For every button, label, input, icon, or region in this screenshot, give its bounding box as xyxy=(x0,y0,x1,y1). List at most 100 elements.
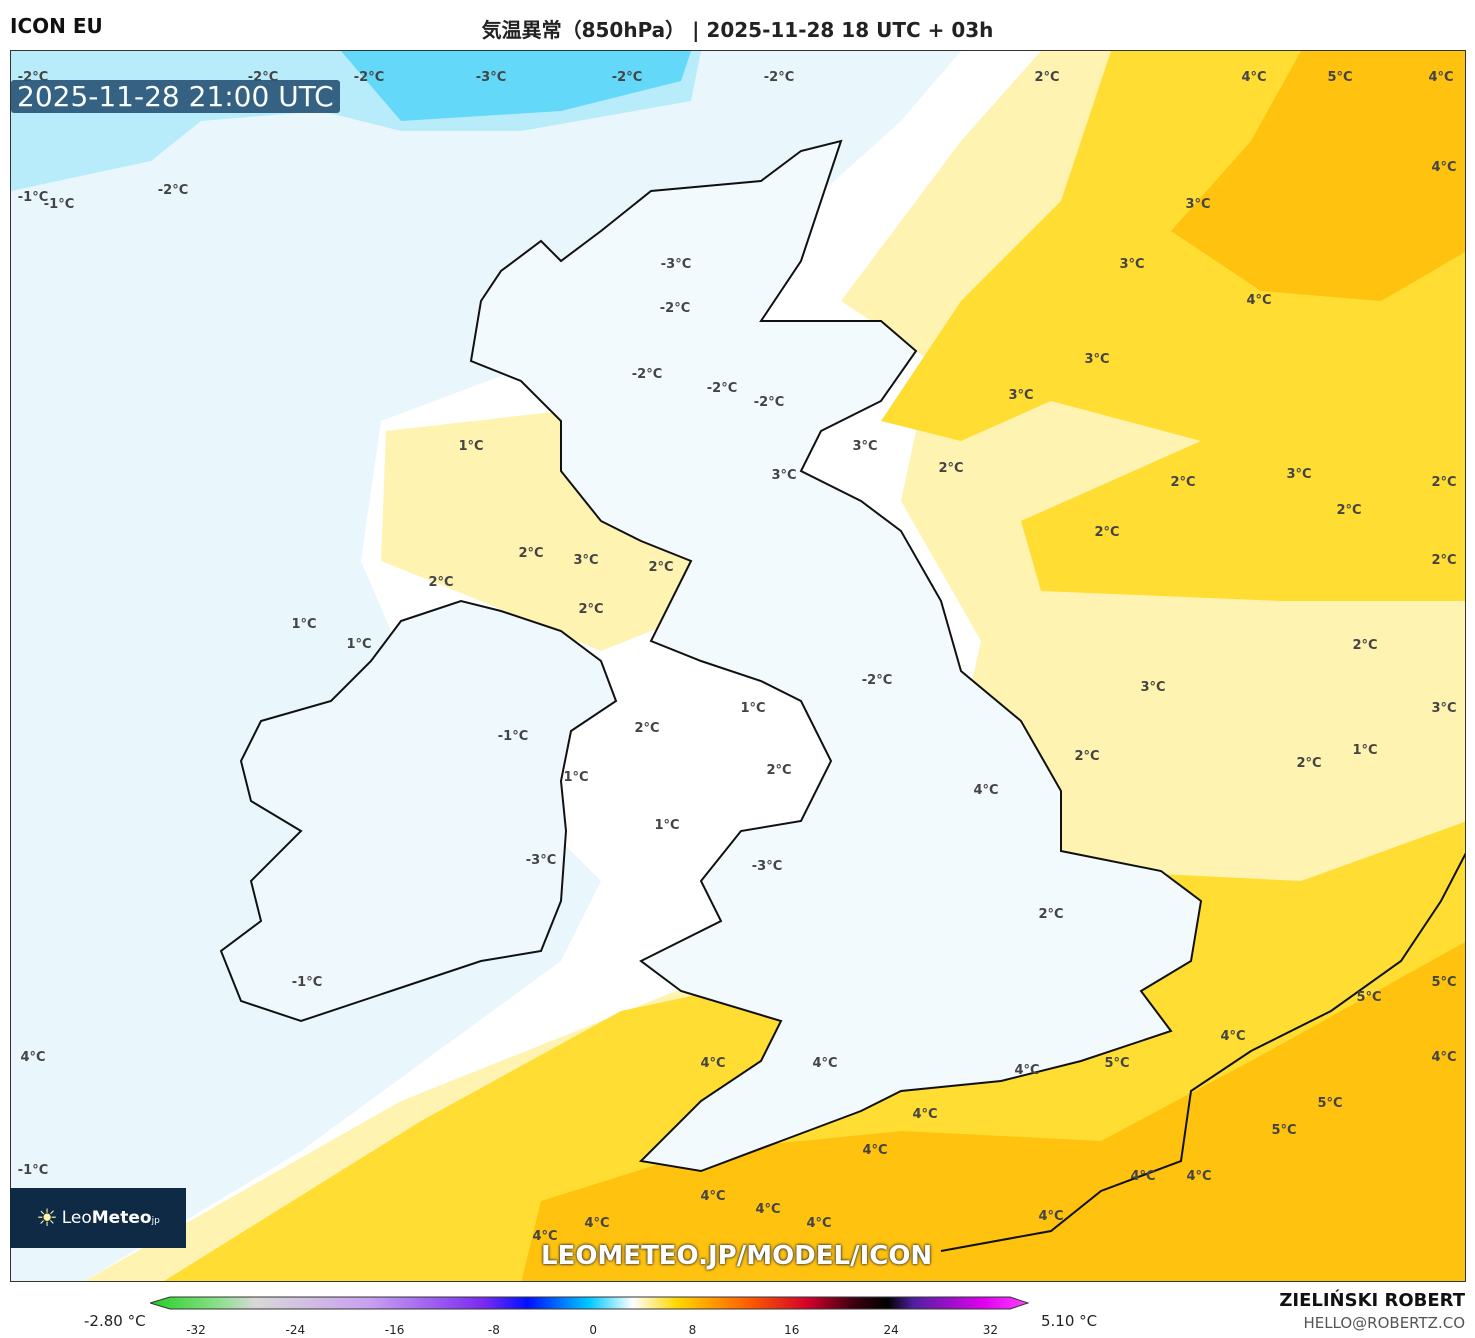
contour-label: -1°C xyxy=(44,197,74,212)
contour-label: 2°C xyxy=(938,461,963,476)
temperature-anomaly-map[interactable]: -2°C -2°C -2°C -3°C -2°C -2°C 2°C 4°C 5°C 4°C 4°C -… xyxy=(10,50,1466,1282)
contour-label: -3°C xyxy=(752,859,782,874)
contour-label: -2°C xyxy=(754,395,784,410)
contour-label: 2°C xyxy=(766,763,791,778)
contour-label: 4°C xyxy=(700,1056,725,1071)
contour-label: -2°C xyxy=(764,70,794,85)
colorbar-tick: -32 xyxy=(186,1323,206,1337)
colorbar-tick: 8 xyxy=(688,1323,697,1337)
contour-label: 4°C xyxy=(973,783,998,798)
contour-label: 1°C xyxy=(563,770,588,785)
contour-label: 2°C xyxy=(518,546,543,561)
contour-label: 4°C xyxy=(20,1050,45,1065)
contour-label: 2°C xyxy=(648,560,673,575)
contour-label: 5°C xyxy=(1104,1056,1129,1071)
contour-label: 3°C xyxy=(1119,257,1144,272)
contour-label: 3°C xyxy=(771,468,796,483)
colorbar xyxy=(150,1296,1030,1310)
contour-label: 4°C xyxy=(1038,1209,1063,1224)
contour-label: 4°C xyxy=(1246,293,1271,308)
contour-label: -3°C xyxy=(661,257,691,272)
contour-label: 4°C xyxy=(806,1216,831,1231)
contour-label: 4°C xyxy=(1220,1029,1245,1044)
colorbar-tick: 16 xyxy=(784,1323,800,1337)
contour-label: 4°C xyxy=(755,1202,780,1217)
contour-label: -2°C xyxy=(660,301,690,316)
watermark-url: LEOMETEO.JP/MODEL/ICON xyxy=(541,1241,933,1271)
ireland-coastline xyxy=(219,599,618,1023)
colorbar-tick: -24 xyxy=(285,1323,306,1337)
contour-label: -3°C xyxy=(526,853,556,868)
contour-label: 2°C xyxy=(1034,70,1059,85)
map-title: 気温異常（850hPa） | 2025-11-28 18 UTC + 03h xyxy=(481,18,994,42)
logo-text-bold: Meteo xyxy=(91,1208,152,1228)
contour-label: 5°C xyxy=(1431,975,1456,990)
contour-label: 2°C xyxy=(1094,525,1119,540)
contour-label: 2°C xyxy=(1431,475,1456,490)
contour-label: -2°C xyxy=(158,183,188,198)
colorbar-tick: 24 xyxy=(883,1323,899,1337)
contour-label: -2°C xyxy=(612,70,642,85)
author-name: ZIELIŃSKI ROBERT xyxy=(1279,1290,1465,1311)
contour-label: -2°C xyxy=(862,673,892,688)
contour-label: 4°C xyxy=(812,1056,837,1071)
contour-label: 5°C xyxy=(1317,1096,1342,1111)
contour-label: 5°C xyxy=(1271,1123,1296,1138)
contour-label: 2°C xyxy=(1431,553,1456,568)
contour-label: 4°C xyxy=(1241,70,1266,85)
colorbar-tick: 0 xyxy=(589,1323,598,1337)
contour-label: 4°C xyxy=(532,1229,557,1244)
contour-label: 2°C xyxy=(1336,503,1361,518)
contour-label: 2°C xyxy=(634,721,659,736)
contour-label: 5°C xyxy=(1327,70,1352,85)
contour-label: 4°C xyxy=(862,1143,887,1158)
contour-label: 4°C xyxy=(1431,1050,1456,1065)
warm-strong-south xyxy=(521,942,1465,1281)
contour-label: 4°C xyxy=(1428,70,1453,85)
contour-label: 4°C xyxy=(1186,1169,1211,1184)
contour-label: 3°C xyxy=(1140,680,1165,695)
contour-label: -2°C xyxy=(707,381,737,396)
contour-label: 3°C xyxy=(1185,197,1210,212)
contour-label: 5°C xyxy=(1356,990,1381,1005)
contour-label: 2°C xyxy=(578,602,603,617)
contour-label: -3°C xyxy=(476,70,506,85)
valid-time-label: 2025-11-28 21:00 UTC xyxy=(11,80,340,113)
contour-label: 2°C xyxy=(1074,749,1099,764)
great-britain-coastline xyxy=(469,139,1203,1173)
contour-label: 2°C xyxy=(1038,907,1063,922)
colorbar-max-label: 5.10 °C xyxy=(1041,1312,1098,1330)
colorbar-tick: -8 xyxy=(487,1323,500,1337)
contour-label: 4°C xyxy=(1431,160,1456,175)
contour-label: 1°C xyxy=(654,818,679,833)
contour-label: 1°C xyxy=(1352,743,1377,758)
author-email: HELLO@ROBERTZ.CO xyxy=(1303,1314,1465,1332)
contour-label: 2°C xyxy=(1170,475,1195,490)
contour-label: 4°C xyxy=(700,1189,725,1204)
logo-text-light: Leo xyxy=(61,1208,92,1228)
contour-label: -2°C xyxy=(632,367,662,382)
warm-strong-ne xyxy=(1171,51,1465,301)
continent-coastline xyxy=(940,852,1465,1252)
contour-label: 3°C xyxy=(1286,467,1311,482)
contour-label: 4°C xyxy=(1130,1169,1155,1184)
contour-label: 1°C xyxy=(346,637,371,652)
colorbar-tick: -16 xyxy=(384,1323,405,1337)
colorbar-tick: 32 xyxy=(982,1323,999,1337)
contour-labels: -2°C -2°C -2°C -3°C -2°C -2°C 2°C 4°C 5°C 4°C 4°C -… xyxy=(18,70,1457,1244)
contour-label: -1°C xyxy=(18,190,48,205)
contour-label: -1°C xyxy=(498,729,528,744)
contour-label: 2°C xyxy=(428,575,453,590)
leometeo-logo[interactable]: ☀ Leo Meteo jp xyxy=(10,1188,186,1248)
colorbar-min-label: -2.80 °C xyxy=(84,1312,146,1330)
contour-label: 3°C xyxy=(573,553,598,568)
contour-label: 1°C xyxy=(740,701,765,716)
contour-label: -1°C xyxy=(292,975,322,990)
contour-label: 4°C xyxy=(1014,1063,1039,1078)
contour-label: -1°C xyxy=(18,1163,48,1178)
sun-icon: ☀ xyxy=(36,1204,58,1232)
contour-label: 2°C xyxy=(1296,756,1321,771)
contour-label: -2°C xyxy=(354,70,384,85)
contour-label: 4°C xyxy=(584,1216,609,1231)
contour-label: 3°C xyxy=(1084,352,1109,367)
